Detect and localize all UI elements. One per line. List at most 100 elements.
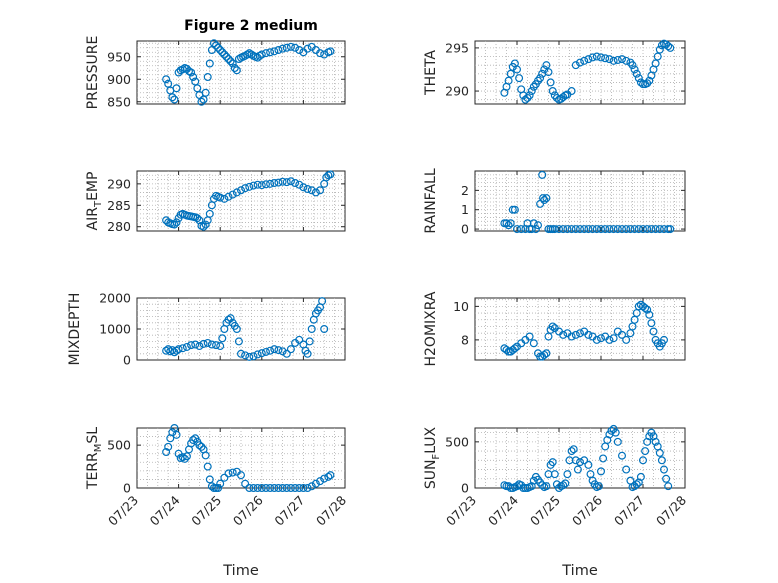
data-point — [303, 349, 312, 358]
data-point — [197, 442, 206, 451]
data-point — [282, 178, 291, 187]
data-point — [286, 484, 295, 493]
data-point — [575, 329, 584, 338]
data-point — [666, 43, 675, 52]
data-point — [605, 335, 614, 344]
data-point — [237, 349, 246, 358]
data-point — [222, 52, 231, 61]
data-point — [303, 185, 312, 194]
data-point — [205, 209, 214, 218]
data-point — [592, 52, 601, 61]
data-point — [291, 179, 300, 188]
data-point — [544, 68, 553, 77]
data-point — [506, 69, 515, 78]
data-point — [659, 335, 668, 344]
data-point — [622, 56, 631, 65]
data-point — [266, 484, 275, 493]
data-point — [257, 181, 266, 190]
data-point — [187, 68, 196, 77]
data-point — [261, 49, 270, 58]
data-point — [649, 327, 658, 336]
data-point — [630, 65, 639, 74]
data-point — [643, 225, 652, 234]
data-point — [559, 225, 568, 234]
data-point — [662, 474, 671, 483]
data-point — [529, 339, 538, 348]
data-point — [249, 181, 258, 190]
data-point — [270, 47, 279, 56]
data-point — [512, 225, 521, 234]
data-point — [641, 447, 650, 456]
data-point — [596, 467, 605, 476]
y-axis-label: MIXDEPTH — [67, 293, 83, 366]
data-point — [617, 55, 626, 64]
data-point — [299, 484, 308, 493]
y-tick-label: 0 — [123, 353, 131, 368]
y-tick-label: 950 — [107, 49, 131, 64]
data-point — [234, 337, 243, 346]
data-point — [636, 472, 645, 481]
data-point — [172, 430, 181, 439]
data-point — [320, 325, 329, 334]
data-point — [199, 339, 208, 348]
data-point — [651, 59, 660, 68]
x-tick-label: 07/23 — [105, 493, 141, 529]
data-point — [203, 338, 212, 347]
data-point — [594, 482, 603, 491]
data-point — [504, 221, 513, 230]
y-axis-label: SUNFLUX — [423, 426, 442, 489]
data-point — [174, 345, 183, 354]
data-point — [291, 484, 300, 493]
y-axis-label: H2OMIXRA — [423, 291, 439, 366]
data-point — [510, 205, 519, 214]
data-point — [542, 61, 551, 70]
x-axis-label: Time — [561, 563, 598, 579]
data-point — [584, 330, 593, 339]
data-point — [274, 484, 283, 493]
data-point — [571, 225, 580, 234]
y-tick-label: 1 — [461, 202, 469, 217]
data-point — [548, 458, 557, 467]
data-point — [538, 170, 547, 179]
data-point — [282, 349, 291, 358]
data-point — [286, 177, 295, 186]
data-point — [170, 424, 179, 433]
data-point — [626, 58, 635, 67]
x-tick-label: 07/23 — [443, 493, 479, 529]
data-point — [216, 193, 225, 202]
data-point — [653, 52, 662, 61]
data-point — [605, 55, 614, 64]
data-point — [162, 448, 171, 457]
data-point — [216, 479, 225, 488]
data-point — [548, 87, 557, 96]
data-point — [611, 428, 620, 437]
subplot-4: 0 1 2 RAINFALL — [423, 168, 686, 237]
data-point — [172, 218, 181, 227]
data-point — [573, 465, 582, 474]
data-point — [567, 225, 576, 234]
data-point — [609, 225, 618, 234]
data-point — [182, 452, 191, 461]
data-point — [214, 484, 223, 493]
data-point — [247, 50, 256, 59]
data-point — [521, 95, 530, 104]
data-point — [245, 182, 254, 191]
data-point — [548, 322, 557, 331]
data-point — [517, 225, 526, 234]
y-tick-label: 295 — [445, 40, 469, 55]
data-point — [318, 297, 327, 306]
data-point — [203, 72, 212, 81]
data-point — [162, 75, 171, 84]
data-point — [282, 43, 291, 52]
data-point — [542, 194, 551, 203]
data-point — [641, 304, 650, 313]
y-tick-label: 2 — [461, 183, 469, 198]
data-point — [634, 225, 643, 234]
data-point — [561, 479, 570, 488]
subplot-1: 850 900 950 PRESSURE — [85, 36, 346, 109]
data-point — [567, 332, 576, 341]
data-point — [253, 484, 262, 493]
x-axis-label: Time — [222, 563, 259, 579]
y-axis-label: THETA — [423, 50, 439, 96]
